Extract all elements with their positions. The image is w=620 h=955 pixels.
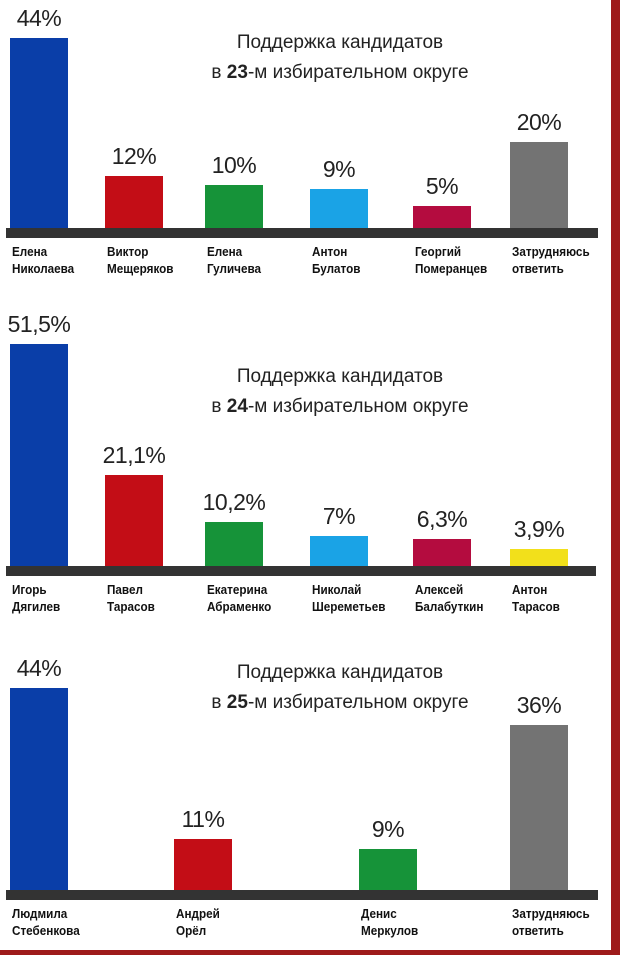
category-label: Елена Николаева	[12, 244, 75, 276]
data-label: 9%	[371, 816, 405, 842]
bar	[510, 725, 568, 890]
category-label: Николай Шереметьев	[312, 582, 386, 614]
data-label: 10%	[211, 152, 257, 178]
chart-title: Поддержка кандидатов в 24-м избирательно…	[150, 362, 530, 422]
category-label: Елена Гуличева	[207, 244, 262, 276]
category-label: Павел Тарасов	[107, 582, 155, 614]
category-label: Затрудняюсь ответить	[512, 244, 590, 276]
title-line-2: в 24-м избирательном округе	[211, 396, 469, 417]
chart-panel-24: Поддержка кандидатов в 24-м избирательно…	[0, 300, 612, 645]
category-label: Алексей Балабуткин	[415, 582, 484, 614]
chart-panel-23: Поддержка кандидатов в 23-м избирательно…	[0, 0, 612, 300]
data-label: 44%	[16, 655, 62, 681]
data-label: 5%	[425, 173, 459, 199]
chart-title: Поддержка кандидатов в 25-м избирательно…	[150, 658, 530, 718]
data-label: 44%	[16, 5, 62, 31]
data-label: 21,1%	[102, 442, 166, 468]
bar	[310, 536, 368, 566]
data-label: 3,9%	[513, 516, 565, 542]
bar	[174, 839, 232, 890]
category-label: Антон Тарасов	[512, 582, 560, 614]
bar	[359, 849, 417, 890]
bar	[205, 522, 263, 566]
bar	[510, 549, 568, 566]
bar	[10, 688, 68, 890]
category-label: Антон Булатов	[312, 244, 361, 276]
title-line-2: в 23-м избирательном округе	[211, 62, 469, 83]
data-label: 9%	[322, 156, 356, 182]
data-label: 11%	[181, 806, 225, 832]
title-line-2: в 25-м избирательном округе	[211, 692, 469, 713]
bar	[310, 189, 368, 228]
category-label: Екатерина Абраменко	[207, 582, 272, 614]
chart-baseline	[6, 228, 598, 238]
data-label: 12%	[111, 143, 157, 169]
data-label: 36%	[516, 692, 562, 718]
bar	[413, 539, 471, 566]
bar	[413, 206, 471, 228]
bar	[105, 475, 163, 566]
bar	[10, 344, 68, 566]
category-label: Людмила Стебенкова	[12, 906, 80, 938]
chart-baseline	[6, 566, 596, 576]
category-label: Игорь Дягилев	[12, 582, 61, 614]
data-label: 10,2%	[202, 489, 266, 515]
chart-title: Поддержка кандидатов в 23-м избирательно…	[150, 28, 530, 88]
title-line-1: Поддержка кандидатов	[236, 32, 444, 53]
category-label: Денис Меркулов	[361, 906, 419, 938]
bar	[105, 176, 163, 228]
bar	[510, 142, 568, 228]
data-label: 6,3%	[416, 506, 468, 532]
category-label: Виктор Мещеряков	[107, 244, 174, 276]
data-label: 20%	[516, 109, 562, 135]
title-line-1: Поддержка кандидатов	[236, 366, 444, 387]
category-label: Георгий Померанцев	[415, 244, 488, 276]
data-label: 7%	[322, 503, 356, 529]
bar	[205, 185, 263, 228]
title-line-1: Поддержка кандидатов	[236, 662, 444, 683]
category-label: Затрудняюсь ответить	[512, 906, 590, 938]
bar	[10, 38, 68, 228]
data-label: 51,5%	[7, 311, 71, 337]
category-label: Андрей Орёл	[176, 906, 220, 938]
chart-panel-25: Поддержка кандидатов в 25-м избирательно…	[0, 645, 612, 955]
chart-baseline	[6, 890, 598, 900]
